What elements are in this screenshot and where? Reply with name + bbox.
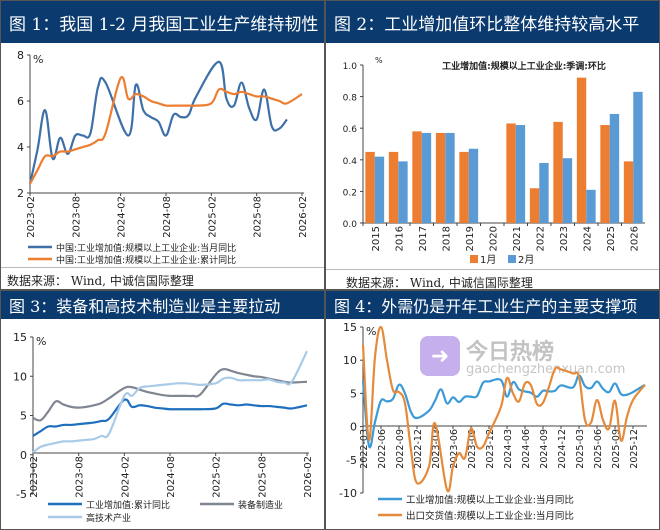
fig4-title: 图 4：外需仍是开年工业生产的主要支撑项 — [326, 291, 659, 319]
panel-fig4: 图 4：外需仍是开年工业生产的主要支撑项 — [325, 290, 660, 530]
fig1-source: 数据来源： Wind, 中诚信国际整理 — [1, 267, 324, 293]
watermark-url: gaochengzhenxuan.com — [466, 362, 626, 377]
fig2-title: 图 2：工业增加值环比整体维持较高水平 — [326, 1, 659, 43]
panel-fig2: 图 2：工业增加值环比整体维持较高水平 数据来源： Wind, 中诚信国际整理 — [325, 0, 660, 290]
fig1-title: 图 1：我国 1-2 月我国工业生产维持韧性 — [1, 1, 324, 43]
fig2-source: 数据来源： Wind, 中诚信国际整理 — [326, 269, 659, 295]
panel-fig3: 图 3：装备和高技术制造业是主要拉动 — [0, 290, 325, 530]
watermark-arrow-icon: ➜ — [420, 336, 460, 376]
panel-fig1: 图 1：我国 1-2 月我国工业生产维持韧性 数据来源： Wind, 中诚信国际… — [0, 0, 325, 290]
fig3-title: 图 3：装备和高技术制造业是主要拉动 — [1, 291, 324, 319]
